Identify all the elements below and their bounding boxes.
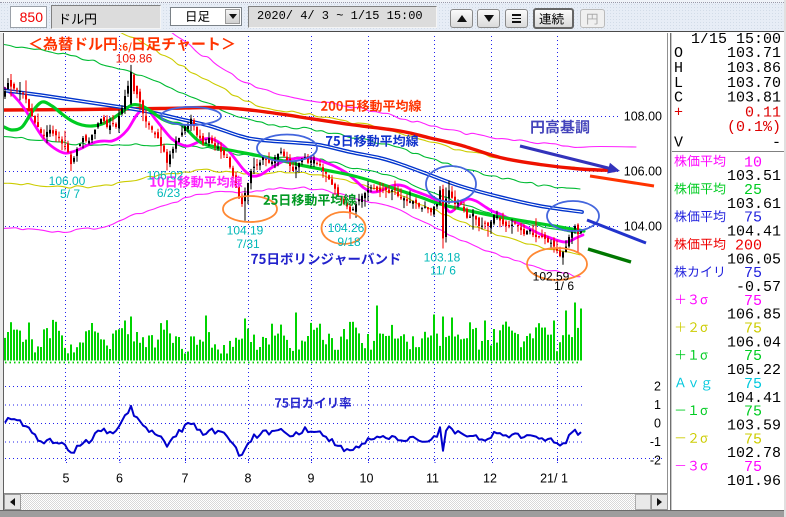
svg-text:11/ 6: 11/ 6 — [430, 263, 456, 277]
svg-text:5/ 7: 5/ 7 — [60, 187, 80, 201]
svg-text:V: V — [674, 134, 683, 151]
svg-text:106.04: 106.04 — [727, 334, 781, 351]
svg-text:9: 9 — [308, 472, 315, 486]
svg-text:102.59: 102.59 — [533, 269, 570, 283]
svg-text:106.02: 106.02 — [147, 168, 184, 182]
svg-text:-2: -2 — [650, 454, 661, 468]
svg-text:+: + — [674, 105, 683, 122]
svg-text:H: H — [674, 60, 683, 77]
svg-text:105.22: 105.22 — [727, 362, 781, 379]
svg-text:108.00: 108.00 — [624, 110, 662, 124]
svg-text:7: 7 — [182, 472, 189, 486]
svg-text:103.18: 103.18 — [424, 250, 461, 264]
svg-text:8: 8 — [245, 472, 252, 486]
svg-text:102.78: 102.78 — [727, 445, 781, 462]
svg-text:75: 75 — [744, 459, 762, 476]
svg-text:75: 75 — [744, 431, 762, 448]
svg-text:25: 25 — [744, 182, 762, 199]
svg-text:L: L — [674, 75, 683, 92]
svg-text:0.11: 0.11 — [745, 105, 781, 122]
svg-text:104.41: 104.41 — [727, 224, 781, 241]
svg-text:O: O — [674, 45, 683, 62]
svg-text:11: 11 — [426, 472, 439, 486]
svg-text:103.81: 103.81 — [727, 90, 781, 107]
svg-text:103.70: 103.70 — [727, 75, 781, 92]
svg-text:21/ 1: 21/ 1 — [540, 472, 568, 486]
svg-text:103.51: 103.51 — [727, 168, 781, 185]
svg-text:10: 10 — [360, 472, 374, 486]
svg-text:1/15 15:00: 1/15 15:00 — [691, 33, 781, 48]
svg-text:75: 75 — [744, 404, 762, 421]
svg-text:0: 0 — [654, 417, 661, 431]
svg-text:-0.57: -0.57 — [736, 279, 781, 296]
svg-text:104.19: 104.19 — [227, 223, 264, 237]
svg-text:75: 75 — [744, 293, 762, 310]
svg-text:106.00: 106.00 — [624, 165, 662, 179]
svg-text:103.59: 103.59 — [727, 418, 781, 435]
svg-text:103.61: 103.61 — [727, 196, 781, 213]
svg-text:7/31: 7/31 — [236, 237, 260, 251]
svg-text:1/ 6: 1/ 6 — [554, 279, 574, 293]
svg-text:75: 75 — [744, 348, 762, 365]
svg-text:12: 12 — [483, 472, 497, 486]
svg-text:104.41: 104.41 — [727, 390, 781, 407]
svg-text:-1: -1 — [650, 435, 661, 449]
svg-text:106.05: 106.05 — [727, 251, 781, 268]
svg-text:104.26: 104.26 — [328, 221, 365, 235]
svg-text:6: 6 — [116, 472, 123, 486]
svg-text:C: C — [674, 90, 683, 107]
svg-text:-: - — [772, 134, 781, 151]
svg-text:5: 5 — [63, 472, 70, 486]
svg-text:75: 75 — [744, 321, 762, 338]
svg-text:75: 75 — [744, 265, 762, 282]
svg-text:6/23: 6/23 — [157, 186, 181, 200]
svg-text:10: 10 — [744, 154, 762, 171]
svg-text:101.96: 101.96 — [727, 473, 781, 490]
svg-text:200: 200 — [735, 237, 762, 254]
svg-text:9/18: 9/18 — [337, 235, 361, 249]
svg-text:109.86: 109.86 — [116, 51, 153, 65]
svg-text:75: 75 — [744, 376, 762, 393]
svg-text:2: 2 — [654, 380, 661, 394]
svg-text:106.85: 106.85 — [727, 307, 781, 324]
svg-text:103.86: 103.86 — [727, 60, 781, 77]
svg-text:75: 75 — [744, 210, 762, 227]
svg-text:103.71: 103.71 — [727, 45, 781, 62]
svg-text:(0.1%): (0.1%) — [727, 119, 781, 136]
svg-text:1: 1 — [654, 398, 661, 412]
svg-text:106.00: 106.00 — [49, 174, 86, 188]
svg-text:104.00: 104.00 — [624, 220, 662, 234]
